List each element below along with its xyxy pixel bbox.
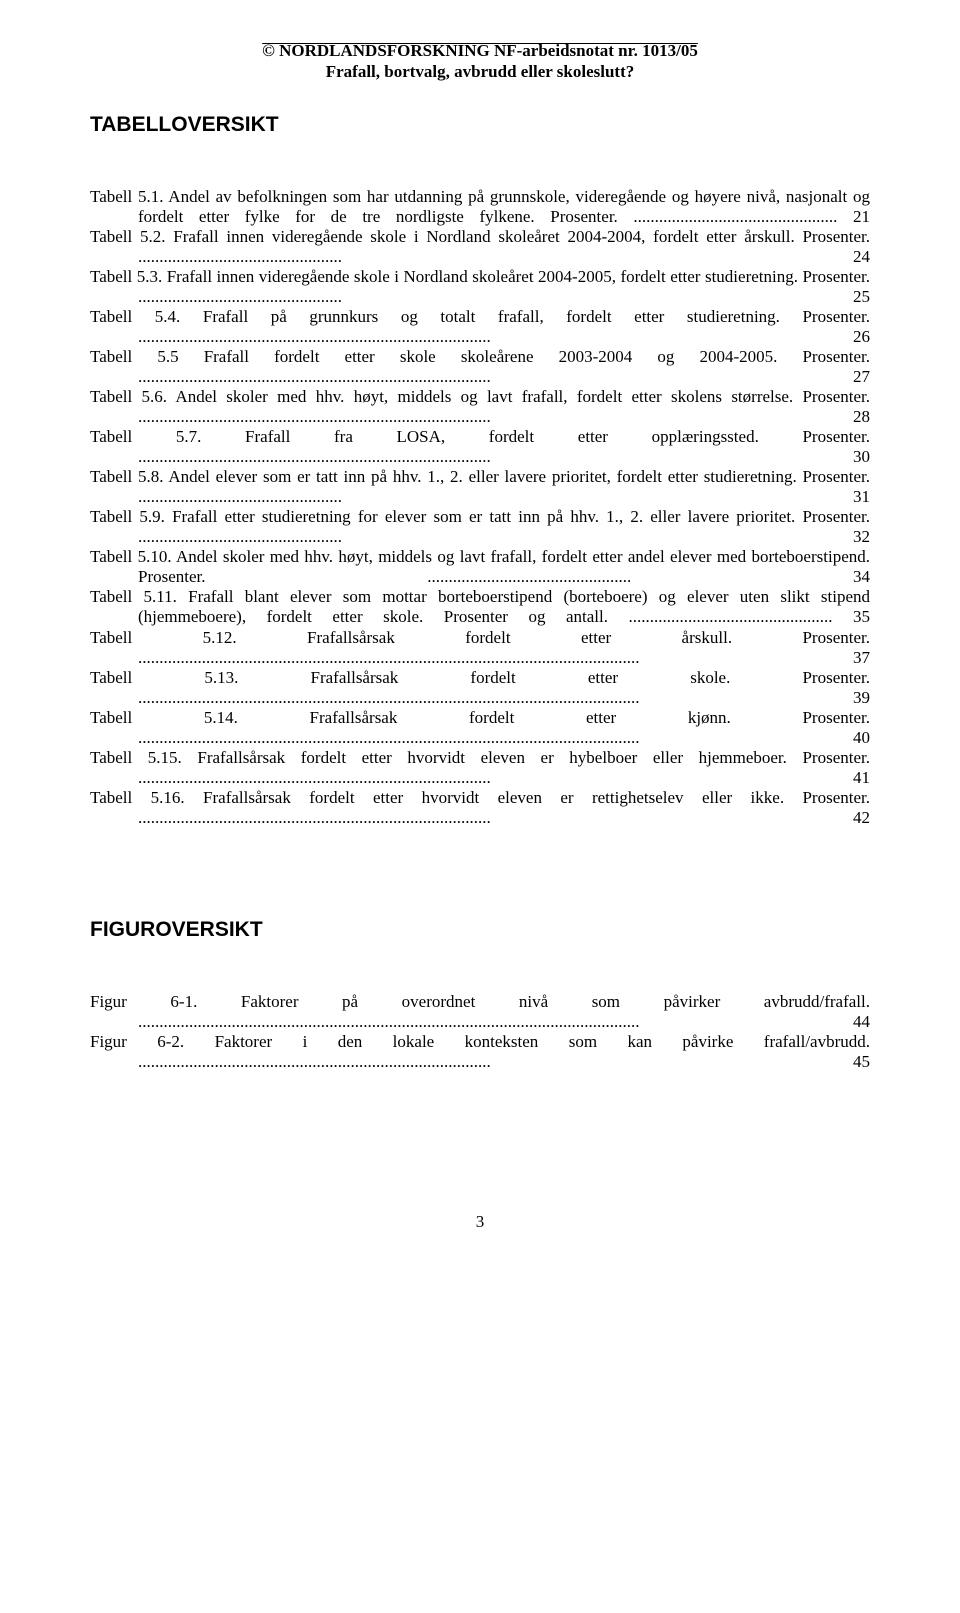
dot-leader: ........................................… [138, 728, 640, 747]
toc-entry-label: Tabell 5.15. Frafallsårsak fordelt etter… [90, 748, 870, 767]
toc-entry-page: 31 [342, 487, 870, 506]
dot-leader: ........................................… [138, 287, 342, 306]
toc-entry-page: 42 [491, 808, 870, 827]
toc-entry-page: 28 [491, 407, 870, 426]
toc-entry: Tabell 5.16. Frafallsårsak fordelt etter… [90, 788, 870, 828]
dot-leader: ........................................… [138, 808, 491, 827]
toc-entry-page: 27 [491, 367, 870, 386]
toc-entry: Tabell 5.2. Frafall innen videregående s… [90, 227, 870, 267]
dot-leader: ........................................… [138, 327, 491, 346]
toc-entry-label: Tabell 5.14. Frafallsårsak fordelt etter… [90, 708, 870, 727]
dot-leader: ........................................… [138, 1052, 491, 1071]
toc-entry: Tabell 5.8. Andel elever som er tatt inn… [90, 467, 870, 507]
toc-entry-label: Tabell 5.5 Frafall fordelt etter skole s… [90, 347, 870, 366]
dot-leader: ........................................… [138, 688, 640, 707]
toc-entry-label: Tabell 5.6. Andel skoler med hhv. høyt, … [90, 387, 870, 406]
toc-entry-label: Tabell 5.9. Frafall etter studieretning … [90, 507, 870, 526]
dot-leader: ........................................… [633, 207, 837, 226]
dot-leader: ........................................… [138, 527, 342, 546]
toc-entry-label: Tabell 5.2. Frafall innen videregående s… [90, 227, 870, 246]
table-of-figures: Figur 6-1. Faktorer på overordnet nivå s… [90, 992, 870, 1072]
toc-entry-page: 26 [491, 327, 870, 346]
toc-entry: Tabell 5.4. Frafall på grunnkurs og tota… [90, 307, 870, 347]
dot-leader: ........................................… [138, 367, 491, 386]
table-of-tables: Tabell 5.1. Andel av befolkningen som ha… [90, 187, 870, 829]
dot-leader: ........................................… [427, 567, 631, 586]
toc-entry: Tabell 5.14. Frafallsårsak fordelt etter… [90, 708, 870, 748]
header-line-2: Frafall, bortvalg, avbrudd eller skolesl… [326, 62, 635, 81]
dot-leader: ........................................… [138, 768, 491, 787]
toc-entry-page: 21 [837, 207, 870, 226]
toc-entry-page: 37 [640, 648, 871, 667]
toc-entry: Figur 6-1. Faktorer på overordnet nivå s… [90, 992, 870, 1032]
toc-entry-page: 45 [491, 1052, 870, 1071]
toc-entry-label: Tabell 5.13. Frafallsårsak fordelt etter… [90, 668, 870, 687]
toc-entry: Tabell 5.13. Frafallsårsak fordelt etter… [90, 668, 870, 708]
toc-entry: Tabell 5.1. Andel av befolkningen som ha… [90, 187, 870, 227]
toc-entry-label: Tabell 5.16. Frafallsårsak fordelt etter… [90, 788, 870, 807]
toc-entry-page: 40 [640, 728, 871, 747]
toc-entry: Tabell 5.9. Frafall etter studieretning … [90, 507, 870, 547]
toc-entry-page: 34 [631, 567, 870, 586]
toc-entry-label: Tabell 5.4. Frafall på grunnkurs og tota… [90, 307, 870, 326]
dot-leader: ........................................… [138, 487, 342, 506]
toc-entry-page: 41 [491, 768, 870, 787]
toc-entry-label: Figur 6-1. Faktorer på overordnet nivå s… [90, 992, 870, 1011]
dot-leader: ........................................… [138, 1012, 640, 1031]
toc-entry-page: 35 [833, 607, 871, 626]
dot-leader: ........................................… [138, 447, 491, 466]
toc-entry: Tabell 5.15. Frafallsårsak fordelt etter… [90, 748, 870, 788]
toc-entry-page: 44 [640, 1012, 871, 1031]
toc-entry-page: 30 [491, 447, 870, 466]
toc-entry: Tabell 5.3. Frafall innen videregående s… [90, 267, 870, 307]
toc-entry: Tabell 5.6. Andel skoler med hhv. høyt, … [90, 387, 870, 427]
figures-heading: FIGUROVERSIKT [90, 918, 870, 942]
toc-entry-page: 24 [342, 247, 870, 266]
header-line-1: © NORDLANDSFORSKNING NF-arbeidsnotat nr.… [262, 41, 698, 60]
toc-entry-label: Tabell 5.12. Frafallsårsak fordelt etter… [90, 628, 870, 647]
dot-leader: ........................................… [138, 407, 491, 426]
toc-entry-page: 32 [342, 527, 870, 546]
toc-entry: Tabell 5.5 Frafall fordelt etter skole s… [90, 347, 870, 387]
toc-entry-page: 25 [342, 287, 870, 306]
dot-leader: ........................................… [138, 648, 640, 667]
toc-entry: Figur 6-2. Faktorer i den lokale konteks… [90, 1032, 870, 1072]
toc-entry-page: 39 [640, 688, 871, 707]
toc-entry: Tabell 5.12. Frafallsårsak fordelt etter… [90, 628, 870, 668]
dot-leader: ........................................… [138, 247, 342, 266]
toc-entry-label: Figur 6-2. Faktorer i den lokale konteks… [90, 1032, 870, 1051]
running-header: © NORDLANDSFORSKNING NF-arbeidsnotat nr.… [90, 40, 870, 83]
toc-entry: Tabell 5.10. Andel skoler med hhv. høyt,… [90, 547, 870, 587]
toc-entry-label: Tabell 5.7. Frafall fra LOSA, fordelt et… [90, 427, 870, 446]
toc-entry-label: Tabell 5.3. Frafall innen videregående s… [90, 267, 870, 286]
toc-entry: Tabell 5.11. Frafall blant elever som mo… [90, 587, 870, 627]
toc-entry: Tabell 5.7. Frafall fra LOSA, fordelt et… [90, 427, 870, 467]
tables-heading: TABELLOVERSIKT [90, 113, 870, 137]
page-number: 3 [90, 1212, 870, 1232]
toc-entry-label: Tabell 5.8. Andel elever som er tatt inn… [90, 467, 870, 486]
dot-leader: ........................................… [629, 607, 833, 626]
